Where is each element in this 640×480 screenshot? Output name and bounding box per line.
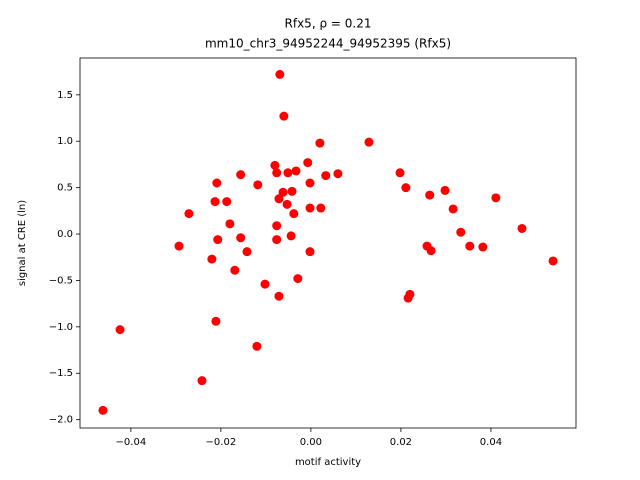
point xyxy=(425,190,435,200)
point xyxy=(478,242,488,252)
point xyxy=(289,209,299,219)
point xyxy=(456,227,466,237)
x-tick-label: −0.02 xyxy=(206,437,237,448)
point xyxy=(282,199,292,209)
point xyxy=(305,203,315,213)
point xyxy=(236,170,246,180)
point xyxy=(174,241,184,251)
point xyxy=(293,274,303,284)
point xyxy=(286,231,296,241)
point xyxy=(405,289,415,299)
point xyxy=(303,158,313,168)
point xyxy=(305,178,315,188)
point xyxy=(395,168,405,178)
point xyxy=(448,204,458,214)
plot-frame xyxy=(79,57,577,429)
point xyxy=(316,203,326,213)
x-tick-label: 0.00 xyxy=(300,437,322,448)
point xyxy=(236,233,246,243)
point xyxy=(270,160,280,170)
point xyxy=(333,169,343,179)
point xyxy=(275,69,285,79)
y-axis-label: signal at CRE (ln) xyxy=(17,200,28,286)
point xyxy=(253,180,263,190)
point xyxy=(222,197,232,207)
point xyxy=(98,405,108,415)
point xyxy=(184,209,194,219)
y-tick-label: 1.5 xyxy=(57,90,73,101)
point xyxy=(274,291,284,301)
point xyxy=(210,197,220,207)
point xyxy=(211,316,221,326)
point xyxy=(225,219,235,229)
x-axis-label: motif activity xyxy=(295,457,361,468)
y-tick-label: 0.0 xyxy=(57,229,73,240)
point xyxy=(197,376,207,386)
point xyxy=(548,256,558,266)
point xyxy=(315,138,325,148)
point xyxy=(272,221,282,231)
point xyxy=(230,265,240,275)
point xyxy=(242,247,252,257)
y-tick-label: −0.5 xyxy=(49,275,73,286)
chart-title: Rfx5, ρ = 0.21 xyxy=(285,17,372,31)
point xyxy=(278,187,288,197)
point xyxy=(321,171,331,181)
point xyxy=(401,183,411,193)
x-tick-label: 0.04 xyxy=(480,437,502,448)
point xyxy=(274,194,284,204)
point xyxy=(115,325,125,335)
point xyxy=(279,111,289,121)
point xyxy=(213,235,223,245)
x-tick-label: 0.02 xyxy=(390,437,412,448)
chart-subtitle: mm10_chr3_94952244_94952395 (Rfx5) xyxy=(205,37,451,51)
point xyxy=(283,168,293,178)
y-tick-label: −1.5 xyxy=(49,368,73,379)
point xyxy=(517,223,527,233)
point xyxy=(291,166,301,176)
point xyxy=(272,235,282,245)
point xyxy=(287,186,297,196)
point xyxy=(426,246,436,256)
x-tick-label: −0.04 xyxy=(116,437,147,448)
y-tick-label: 0.5 xyxy=(57,183,73,194)
point xyxy=(364,137,374,147)
y-tick-label: 1.0 xyxy=(57,136,73,147)
y-tick-label: −1.0 xyxy=(49,322,73,333)
point xyxy=(252,341,262,351)
point xyxy=(491,193,501,203)
point xyxy=(465,241,475,251)
point xyxy=(305,247,315,257)
point xyxy=(440,185,450,195)
point xyxy=(272,168,282,178)
point xyxy=(212,178,222,188)
y-tick-label: −2.0 xyxy=(49,415,73,426)
point xyxy=(260,279,270,289)
point xyxy=(207,254,217,264)
